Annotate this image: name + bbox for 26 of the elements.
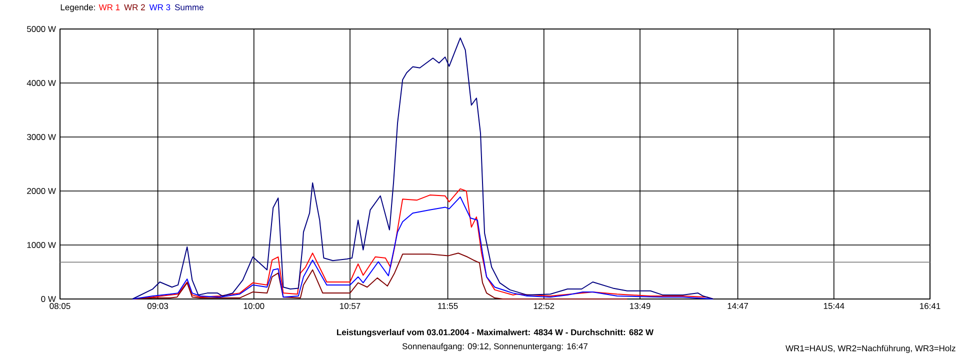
line-series — [132, 252, 628, 300]
text: WR 3 — [149, 4, 170, 10]
x-tick-label: 14:47 — [728, 303, 748, 309]
x-tick-label: 08:05 — [50, 303, 70, 310]
x-tick-label: 10:57 — [340, 303, 360, 310]
text: Leistungsverlauf vom 03.01.2004 - Maximalwert: 4834 W - Durchschnitt: 682 W — [337, 329, 654, 337]
text: Summe — [174, 4, 204, 10]
y-tick-label: 4000 W — [26, 80, 56, 86]
x-tick-label: 16:41 — [920, 303, 940, 310]
x-tick-label: 12:52 — [534, 303, 554, 310]
x-tick-label: 11:55 — [438, 303, 458, 309]
y-tick-label: 0 W — [41, 296, 56, 302]
text: WR 2 — [124, 4, 145, 10]
y-tick-label: 2000 W — [27, 188, 56, 194]
y-tick-label: 5000 W — [27, 26, 56, 32]
x-tick-label: 09:03 — [147, 303, 168, 310]
text: Sonnenaufgang: 09:12, Sonnenuntergang: 16:47 — [402, 343, 588, 351]
text: WR1=HAUS, WR2=Nachführung, WR3=Holz — [786, 345, 956, 353]
line-series — [132, 37, 714, 300]
y-tick-label: 3000 W — [27, 134, 56, 140]
x-tick-label: 10:00 — [244, 303, 264, 310]
y-tick-label: 1000 W — [27, 242, 56, 248]
x-tick-label: 13:49 — [630, 303, 650, 310]
x-tick-label: 15:44 — [824, 303, 844, 309]
text: WR 1 — [98, 4, 120, 10]
legend-title: Legende: — [60, 4, 95, 12]
